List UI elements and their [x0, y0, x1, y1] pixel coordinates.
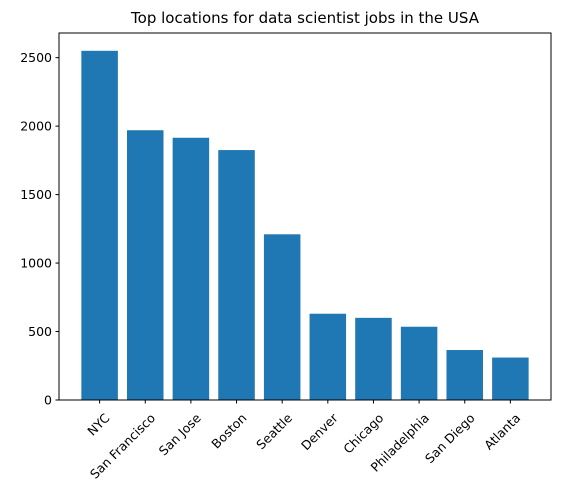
x-tick-label: NYC — [84, 410, 112, 438]
y-tick-label: 2000 — [20, 119, 52, 134]
x-tick-label: Atlanta — [481, 410, 523, 452]
bar-chicago — [355, 317, 392, 400]
bar-atlanta — [492, 357, 529, 400]
y-tick-label: 500 — [28, 324, 52, 339]
chart-title: Top locations for data scientist jobs in… — [130, 9, 480, 27]
bar-boston — [218, 150, 255, 400]
bar-san-jose — [172, 137, 210, 400]
bar-philadelphia — [400, 326, 438, 400]
bar-san-francisco — [127, 130, 164, 401]
x-tick-label: Boston — [208, 410, 249, 451]
bar-nyc — [81, 50, 118, 401]
x-tick-label: Seattle — [253, 410, 295, 452]
y-tick-label: 1500 — [20, 187, 52, 202]
x-tick-label: San Jose — [156, 410, 204, 458]
y-tick-label: 1000 — [20, 256, 52, 271]
bar-denver — [309, 313, 347, 400]
bars-group — [81, 50, 529, 401]
y-axis: 0 500 1000 1500 2000 2500 — [20, 50, 59, 408]
x-tick-label: San Diego — [422, 410, 478, 466]
plot-frame — [58, 32, 552, 401]
x-tick-label: Chicago — [340, 410, 386, 456]
y-tick-label: 0 — [44, 393, 52, 408]
bar-seattle — [263, 234, 301, 400]
bar-san-diego — [446, 350, 483, 400]
y-tick-label: 2500 — [20, 50, 52, 65]
x-tick-label: Denver — [298, 410, 341, 453]
